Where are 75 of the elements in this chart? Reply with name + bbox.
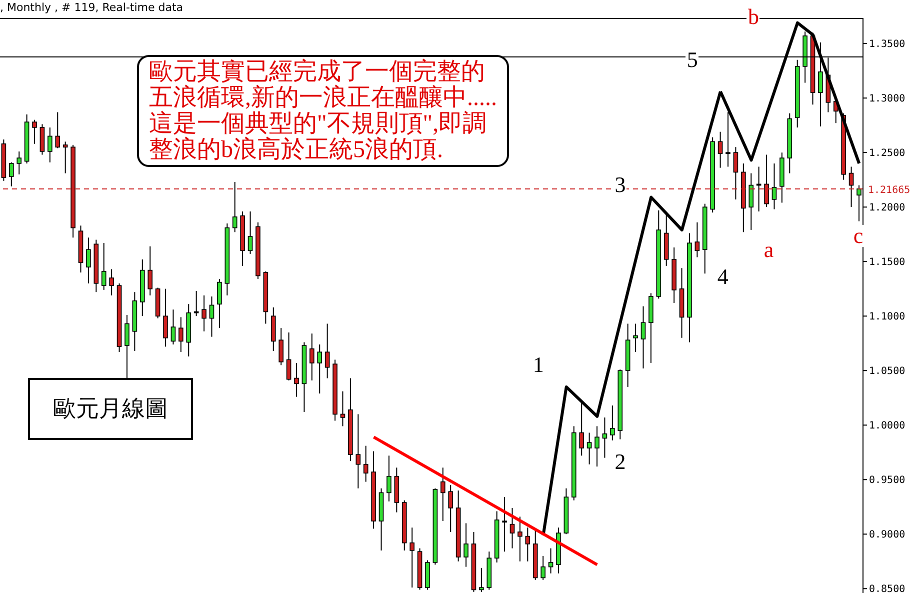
annotation: a [762,237,775,262]
candlestick [62,141,68,174]
annotation: 歐元其實已經完成了一個完整的五浪循環,新的一浪正在醞釀中.....這是一個典型的"不規則頂",即調整浪的b浪高於正統5浪的頂. [137,55,509,167]
candlestick [55,112,60,149]
candlestick [286,332,292,381]
candlestick [101,242,106,290]
annotation: c [852,223,864,248]
candlestick [586,432,592,465]
candlestick [278,328,284,366]
y-tick-label: 1.2500 [869,148,906,160]
y-tick-label: 1.0500 [869,366,906,378]
candlestick [479,567,484,592]
candlestick [340,390,346,427]
candlestick [170,309,176,345]
candlestick [602,416,608,458]
candlestick [232,181,238,233]
annotation: 5 [686,47,699,72]
candlestick [548,548,554,574]
candlestick [748,172,754,230]
candlestick [540,555,546,580]
chart-title: , Monthly , # 119, Real-time data [0,1,184,14]
annotation: 2 [614,449,627,474]
y-tick-label: 1.0000 [869,420,906,432]
y-tick-label: 0.8500 [869,584,906,593]
candlestick [202,294,206,332]
candlestick [324,323,330,379]
candlestick [86,237,91,284]
y-tick-label: 1.1500 [869,257,906,268]
annotation: b [746,4,760,29]
candlestick [40,124,45,156]
candlestick [310,333,314,381]
candlestick [464,522,468,568]
candlestick [294,362,299,398]
candlestick [217,278,222,329]
candlestick [694,222,700,258]
candlestick [248,210,253,254]
annotation: 1 [532,352,545,377]
candlestick [16,150,22,175]
candlestick [502,496,507,552]
candlestick [178,316,184,353]
candlestick [448,484,454,532]
candlestick [410,527,414,588]
y-tick-label: 0.9500 [869,475,906,486]
candlestick [363,445,368,482]
candlestick [640,306,646,369]
candlestick [594,426,600,468]
candlestick [48,126,52,163]
y-tick-label: 0.9000 [869,530,906,541]
annotation: 歐元月線圖 [28,378,193,440]
candlestick [633,323,638,353]
candlestick [525,527,530,562]
candlestick [818,42,823,127]
candlestick [579,402,584,456]
candlestick [209,296,214,338]
annotation: 3 [614,172,627,197]
candlestick [510,507,515,549]
y-tick-label: 1.2000 [869,202,906,214]
candlestick [356,414,361,489]
candlestick [772,162,777,210]
candlestick [610,404,615,441]
candlestick [518,516,522,562]
candlestick [32,119,37,144]
ref-line-label: 1.21665 [868,184,910,196]
candlestick [317,344,322,394]
candlestick [148,246,152,296]
y-tick-label: 1.3500 [869,39,906,50]
y-tick-label: 1.3000 [869,94,906,105]
y-tick-label: 1.1000 [869,312,906,323]
candlestick [440,467,446,522]
candlestick [9,162,14,187]
candlestick [163,288,168,348]
annotation: 4 [716,264,730,289]
candlestick [109,268,114,296]
candlestick [718,131,723,168]
candlestick [386,455,392,502]
